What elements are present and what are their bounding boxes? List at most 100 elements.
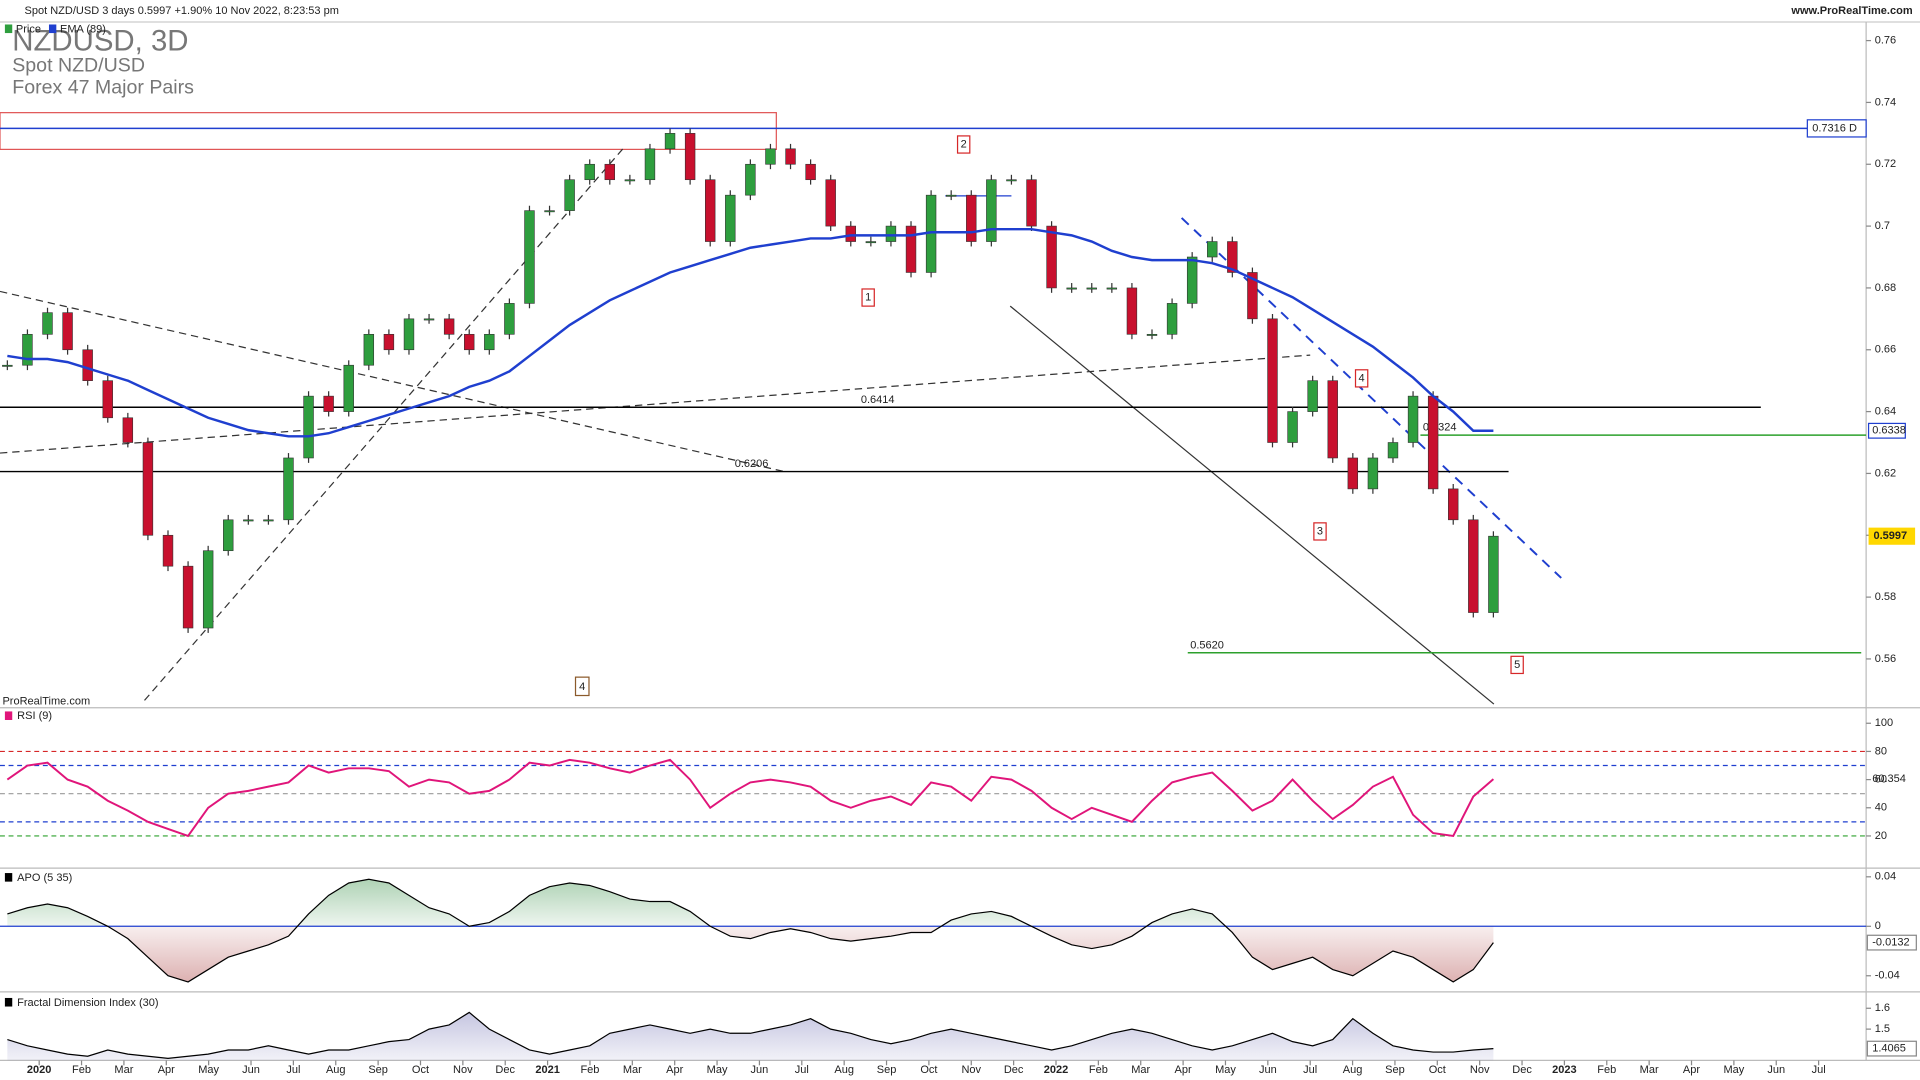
panel-swatch [4,711,13,720]
candle [182,565,194,629]
candle [343,364,354,412]
candle [122,417,134,443]
level-label: 0.6324 [1423,422,1457,434]
candle [524,210,535,304]
header-site: www.ProRealTime.com [1790,5,1912,17]
x-tick-label: Nov [453,1064,473,1076]
candle [905,225,917,273]
candle [162,534,174,567]
y-tick-label: 1.5 [1875,1023,1890,1035]
cycle-label: 4 [579,681,585,693]
candle [403,318,415,351]
panel-title: RSI (9) [17,710,52,722]
panel-swatch [4,873,13,882]
panel-title: Fractal Dimension Index (30) [17,997,158,1009]
x-tick-label: Jun [1259,1064,1277,1076]
wave-box [956,135,971,154]
area-line [7,878,1494,983]
chart-title: NZDUSD, 3D [12,25,188,58]
area-fill [7,879,1494,982]
candle [504,303,515,335]
resistance-zone [0,112,777,150]
x-tick-label: Oct [1429,1064,1446,1076]
candle [1106,287,1118,290]
x-tick-label: Dec [1512,1064,1532,1076]
candle [825,179,836,227]
candle [22,333,33,366]
area-fill [7,1012,1494,1061]
candle [484,333,495,351]
x-tick-label: Nov [1470,1064,1490,1076]
x-tick-label: 2020 [27,1064,52,1076]
x-tick-label: Jun [751,1064,769,1076]
candle [805,163,816,181]
candle [725,194,736,242]
y-tick-label: 0.72 [1875,158,1896,170]
candle [765,148,776,165]
chart-subtitle: Forex 47 Major Pairs [12,76,194,98]
candle [263,519,274,522]
candle [1287,411,1298,443]
candle [142,442,154,536]
candle [1347,457,1359,490]
x-tick-label: Oct [920,1064,937,1076]
last-value-label: -0.0132 [1872,937,1909,949]
x-tick-label: Dec [495,1064,515,1076]
candle [1126,287,1138,335]
legend-label: EMA (89) [60,23,106,35]
x-tick-label: 2023 [1552,1064,1577,1076]
x-tick-label: 2021 [535,1064,560,1076]
cycle-box [574,676,590,697]
watermark: ProRealTime.com [2,696,90,708]
rsi-line [6,758,1495,838]
candle [102,380,113,419]
panel-swatch [4,997,13,1007]
candle [423,318,435,321]
x-tick-label: Feb [1597,1064,1616,1076]
y-tick-label: 20 [1875,830,1887,842]
x-tick-label: Jul [795,1064,809,1076]
candle [1448,488,1459,521]
x-tick-label: Mar [1640,1064,1659,1076]
x-tick-label: Feb [72,1064,91,1076]
candle [443,318,455,335]
last-value-badge [1866,934,1917,951]
y-tick-label: 1.6 [1875,1002,1890,1014]
candle [644,148,656,181]
x-tick-label: Dec [1004,1064,1024,1076]
candle [745,163,756,196]
candle [1026,179,1037,227]
candle [1247,272,1258,320]
candle [604,163,615,181]
candle [584,163,595,181]
y-tick-label: 0.7 [1875,220,1890,232]
candle [303,395,314,459]
y-tick-label: 0.74 [1875,96,1896,108]
candle [1468,519,1479,613]
wave-box [861,288,875,307]
candle [845,225,856,242]
x-tick-label: Mar [1131,1064,1150,1076]
ema-last-label: 0.6338 [1872,425,1906,437]
chart-subtitle: Spot NZD/USD [12,54,145,76]
candle [1488,535,1499,613]
x-tick-label: May [1723,1064,1744,1076]
candle [62,312,73,351]
x-tick-label: Mar [623,1064,642,1076]
x-tick-label: Nov [961,1064,981,1076]
candle [1066,287,1077,290]
y-tick-label: 0.58 [1875,591,1896,603]
candle [323,395,334,412]
y-tick-label: 100 [1875,717,1893,729]
y-tick-label: 0.64 [1875,406,1896,418]
x-tick-label: Apr [1683,1064,1700,1076]
candle [1186,256,1198,304]
y-tick-label: 80 [1875,745,1887,757]
candle [283,457,294,521]
legend-swatch [48,24,57,34]
x-tick-label: May [198,1064,219,1076]
x-tick-label: Jul [1812,1064,1826,1076]
candle [464,333,475,351]
